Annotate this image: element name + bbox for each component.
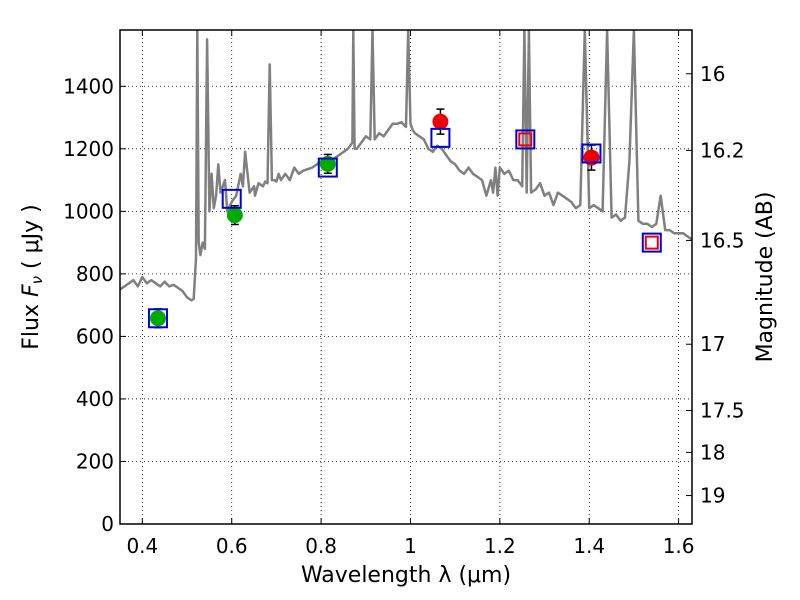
green-filled-marker <box>319 155 336 172</box>
blue-outer-square-marker <box>641 232 662 253</box>
y-axis-label-prefix: Flux <box>19 297 44 350</box>
y-tick-label: 0 <box>101 512 114 536</box>
axis-ticks: 0.4 0.6 0.8 1 1.2 1.4 1.6 0 200 400 600 800 1000 1200… <box>63 30 745 558</box>
red-inner-square-marker <box>644 235 659 250</box>
x-tick-label: 0.6 <box>216 534 248 558</box>
right-tick-label: 19 <box>700 484 725 508</box>
right-tick-label: 16.2 <box>700 138 745 162</box>
red-filled-marker <box>583 149 600 166</box>
y-tick-label: 1400 <box>63 74 114 98</box>
x-tick-label: 1 <box>404 534 417 558</box>
x-tick-label: 0.8 <box>305 534 337 558</box>
plot-frame <box>119 29 693 525</box>
blue-outer-square-marker <box>515 129 536 150</box>
x-tick-label: 1.6 <box>663 534 695 558</box>
y-axis-label: Flux Fν ( μJy ) <box>19 204 46 349</box>
spectrum-line-layer <box>120 30 692 302</box>
red-inner-square-marker <box>518 132 533 147</box>
x-tick-label: 0.4 <box>126 534 158 558</box>
green-filled-marker <box>226 207 243 224</box>
y-axis-label-symbol: F <box>19 284 44 297</box>
blue-square-marker <box>147 308 168 329</box>
y-tick-label: 200 <box>76 449 114 473</box>
right-tick-label: 17.5 <box>700 399 745 423</box>
blue-square-marker <box>581 143 602 164</box>
spectrum-line <box>120 30 692 302</box>
y-tick-label: 1000 <box>63 199 114 223</box>
y-tick-label: 800 <box>76 262 114 286</box>
right-axis-label: Magnitude (AB) <box>753 192 778 363</box>
blue-square-marker <box>317 157 338 178</box>
right-tick-label: 16.5 <box>700 228 745 252</box>
y-axis-label-unit: ( μJy ) <box>19 204 44 276</box>
right-tick-label: 16 <box>700 62 725 86</box>
blue-square-marker <box>221 188 242 209</box>
blue-square-marker <box>430 127 451 148</box>
y-tick-label: 600 <box>76 324 114 348</box>
green-filled-marker <box>149 310 166 327</box>
right-tick-label: 18 <box>700 440 725 464</box>
y-axis-label-subscript: ν <box>28 276 46 284</box>
right-tick-label: 17 <box>700 332 725 356</box>
x-tick-label: 1.2 <box>484 534 516 558</box>
photometry-points-layer <box>147 108 662 329</box>
y-tick-label: 1200 <box>63 137 114 161</box>
red-filled-marker <box>432 113 449 130</box>
x-axis-label: Wavelength λ (μm) <box>301 563 511 588</box>
y-tick-label: 400 <box>76 387 114 411</box>
x-tick-label: 1.4 <box>573 534 605 558</box>
